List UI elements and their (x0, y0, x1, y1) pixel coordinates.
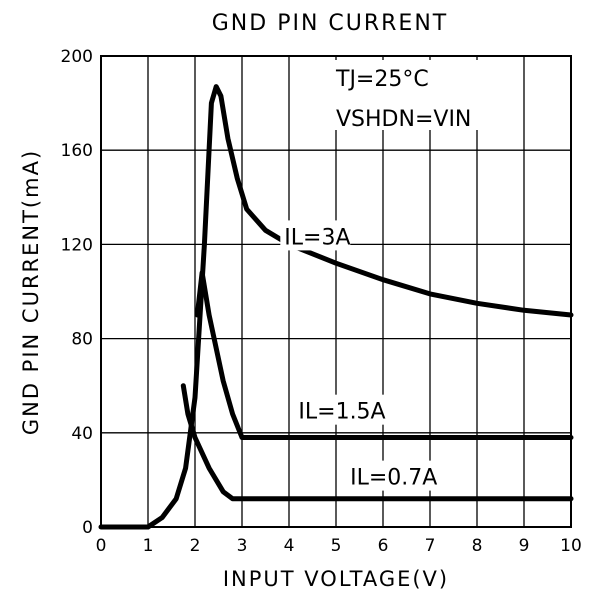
series-label-mask (294, 394, 393, 425)
series-labels: IL=3A IL=1.5A IL=0.7A (280, 220, 445, 491)
x-tick-label: 4 (284, 536, 295, 556)
series-line-2 (194, 270, 574, 440)
y-tick-label: 40 (71, 424, 93, 444)
series-curves (98, 84, 574, 530)
y-tick-labels: 0 40 80 120 160 200 (61, 47, 93, 538)
x-tick-label: 2 (190, 536, 201, 556)
series-label-mask (346, 460, 445, 491)
chart-title: GND PIN CURRENT (212, 11, 448, 36)
x-tick-labels: 0 1 2 3 4 5 6 7 8 9 10 (96, 536, 582, 556)
series-line-1 (98, 84, 574, 530)
series-label-2: IL=1.5A (298, 400, 385, 425)
y-tick-label: 0 (82, 518, 93, 538)
x-axis-label: INPUT VOLTAGE(V) (223, 567, 449, 591)
y-tick-label: 160 (61, 141, 93, 161)
x-tick-label: 5 (331, 536, 342, 556)
y-tick-label: 120 (61, 235, 93, 255)
x-tick-label: 3 (237, 536, 248, 556)
y-axis-label: GND PIN CURRENT(mA) (19, 149, 43, 435)
series-label-1: IL=3A (284, 225, 350, 250)
x-tick-label: 1 (143, 536, 154, 556)
x-tick-label: 6 (378, 536, 389, 556)
series-label-3: IL=0.7A (350, 466, 437, 491)
series-line-3 (180, 383, 574, 502)
y-tick-label: 200 (61, 47, 93, 67)
plot-frame (100, 55, 572, 528)
x-tick-label: 10 (560, 536, 582, 556)
x-tick-label: 7 (425, 536, 436, 556)
series-label-mask (280, 220, 351, 251)
shutdown-annotation: VSHDN=VIN (336, 107, 471, 132)
y-tick-label: 80 (71, 330, 93, 350)
x-tick-label: 0 (96, 536, 107, 556)
x-tick-label: 8 (472, 536, 483, 556)
temperature-annotation: TJ=25°C (335, 67, 429, 92)
x-tick-label: 9 (519, 536, 530, 556)
annotation-mask (332, 60, 512, 130)
